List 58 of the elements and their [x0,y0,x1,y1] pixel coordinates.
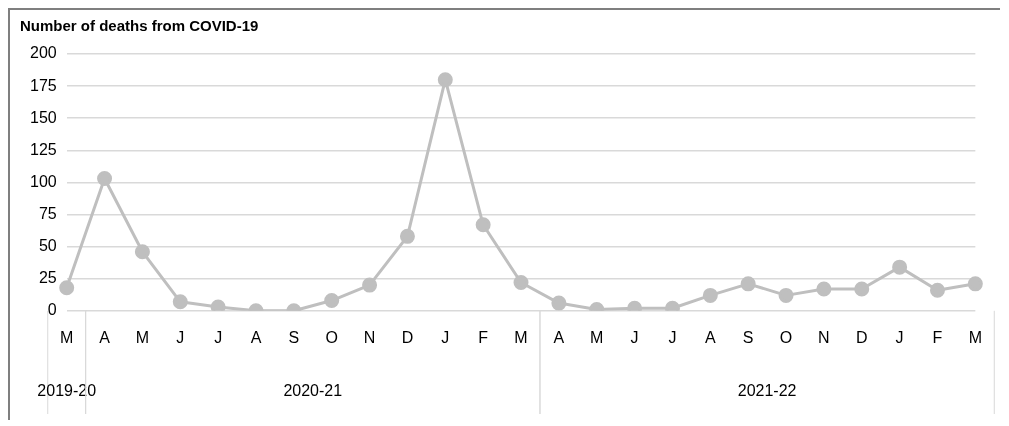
y-tick-label: 50 [38,237,57,255]
x-tick-label: J [176,328,185,346]
y-tick-label: 100 [29,172,57,190]
y-tick-label: 150 [29,108,57,126]
point [967,276,983,292]
point [210,299,226,311]
x-tick-label: M [514,328,528,346]
x-tick-label: M [968,328,982,346]
y-tick-label: 0 [47,301,57,319]
point [437,72,453,88]
x-tick-label: A [704,328,716,346]
x-tick-label: N [818,328,830,346]
x-tick-label: F [478,328,489,346]
point [399,228,415,244]
x-tick-label: J [441,328,450,346]
x-tick-label: J [214,328,223,346]
x-tick-label: S [742,328,754,346]
point [740,276,756,292]
x-tick-label: D [401,328,414,346]
chart-title: Number of deaths from COVID-19 [20,17,259,35]
x-tick-label: M [135,328,150,346]
x-tick-label: J [668,328,677,346]
y-tick-label: 175 [29,76,57,94]
x-tick-label: S [288,328,300,346]
y-tick-label: 125 [29,140,57,158]
point [551,295,567,311]
x-tick-label: A [99,328,111,346]
point [475,217,491,233]
y-tick-label: 75 [38,204,57,222]
x-tick-label: M [60,328,74,346]
x-tick-label: N [363,328,376,346]
point [892,259,908,275]
text: 2019-20 [37,382,97,400]
point [97,171,113,187]
point [513,275,529,291]
text: 2021-22 [737,382,797,400]
point [816,281,832,297]
y-tick-label: 200 [29,44,57,62]
point [778,287,794,303]
point [929,282,945,298]
x-tick-label: A [553,328,565,346]
point [702,287,718,303]
x-tick-label: F [932,328,943,346]
x-tick-label: J [895,328,904,346]
point [134,244,150,260]
text: 2020-21 [283,382,343,400]
x-tick-label: J [630,328,639,346]
x-tick-label: D [855,328,868,346]
x-tick-label: O [325,328,338,346]
x-tick-label: M [590,328,604,346]
point [172,294,188,310]
point [59,280,75,296]
point [854,281,870,297]
point [362,277,378,293]
point [324,293,340,309]
x-tick-label: O [779,328,793,346]
y-tick-label: 25 [38,269,57,287]
x-tick-label: A [250,328,262,346]
